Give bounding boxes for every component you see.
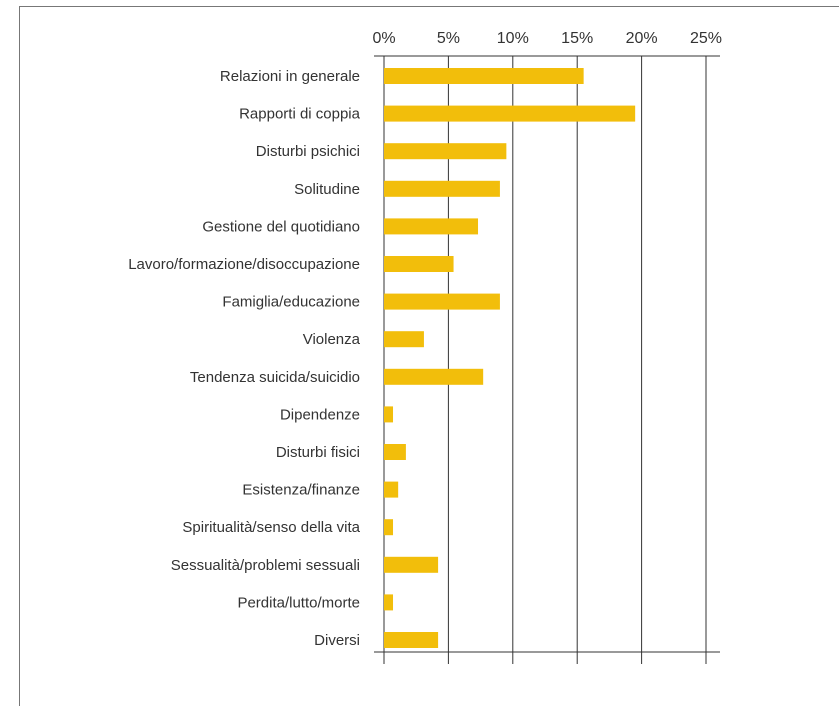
bar [384,406,394,423]
category-label: Relazioni in generale [220,68,360,85]
category-label: Lavoro/formazione/disoccupazione [128,256,360,273]
x-tick-labels: 0% 5% 10% 15% 20% 25% [372,30,722,47]
bar [384,519,394,536]
category-label: Esistenza/finanze [242,482,360,499]
x-tick-label: 25% [690,30,722,47]
bar [384,331,424,348]
x-tick-label: 5% [437,30,460,47]
bar [384,143,507,160]
x-tick-label: 10% [497,30,529,47]
category-label: Rapporti di coppia [239,106,361,123]
bar [384,68,584,84]
bar-chart: 0% 5% 10% 15% 20% 25% Relazioni in generale Ra… [128,30,722,664]
bar [384,180,500,197]
bar [384,556,439,573]
category-label: Famiglia/educazione [222,294,360,311]
chart-frame [19,6,839,706]
grid-lines [374,55,720,664]
bar [384,632,439,648]
category-label: Sessualità/problemi sessuali [171,557,360,574]
bar [384,481,399,498]
bar [384,594,394,611]
bars [384,68,636,648]
category-label: Tendenza suicida/suicidio [190,369,360,386]
bar [384,293,500,310]
category-label: Disturbi fisici [276,444,360,461]
bar [384,256,454,272]
bar [384,368,484,385]
category-label: Gestione del quotidiano [202,218,360,235]
category-label: Dipendenze [280,406,360,423]
x-tick-label: 15% [561,30,593,47]
category-label: Solitudine [294,181,360,198]
category-label: Perdita/lutto/morte [237,594,360,611]
x-tick-label: 20% [626,30,658,47]
bar [384,105,636,122]
category-labels: Relazioni in generale Rapporti di coppia D… [128,68,360,649]
category-label: Disturbi psichici [256,143,360,160]
category-label: Diversi [314,632,360,649]
bar [384,444,406,460]
bar [384,218,479,235]
x-tick-label: 0% [372,30,395,47]
category-label: Spiritualità/senso della vita [182,519,360,536]
category-label: Violenza [303,331,361,348]
